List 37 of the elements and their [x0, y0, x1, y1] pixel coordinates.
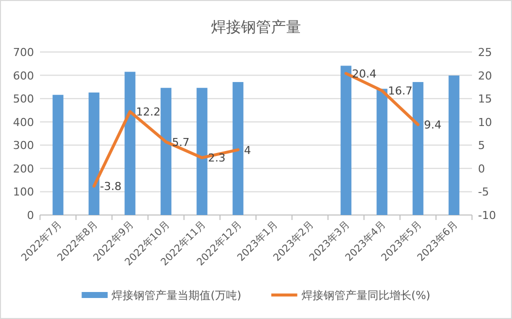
data-label: 12.2: [136, 106, 160, 119]
y-tick-label: 200: [13, 162, 34, 176]
y-tick-label: 700: [13, 46, 34, 59]
y2-tick-label: -10: [478, 209, 496, 222]
y-tick-label: 100: [13, 186, 34, 199]
chart-title: 焊接钢管产量: [211, 18, 301, 36]
bar: [412, 82, 424, 215]
data-label: 5.7: [172, 136, 190, 149]
data-label: 16.7: [388, 84, 412, 98]
data-label: 9.4: [424, 118, 442, 132]
y2-tick-label: 5: [478, 139, 485, 152]
bar: [376, 88, 388, 215]
y-tick-label: 300: [13, 139, 34, 152]
y-tick-label: 0: [27, 209, 34, 222]
y2-tick-label: 20: [478, 69, 492, 82]
y2-tick-label: 10: [478, 116, 492, 129]
data-label: 2.3: [208, 152, 226, 165]
legend-label: 焊接钢管产量同比增长(%): [301, 289, 430, 302]
bar: [232, 82, 244, 215]
bar: [160, 88, 172, 215]
y2-tick-label: 0: [478, 162, 485, 176]
bar: [124, 72, 136, 215]
legend-label: 焊接钢管产量当期值(万吨): [112, 289, 242, 302]
y-tick-label: 600: [13, 69, 34, 82]
y-tick-label: 400: [13, 116, 34, 129]
bar: [196, 88, 208, 215]
y2-tick-label: 25: [478, 46, 492, 59]
bar: [52, 94, 64, 215]
y-tick-label: 500: [13, 92, 34, 106]
y2-tick-label: 15: [478, 92, 492, 106]
data-label: 20.4: [352, 67, 376, 80]
y2-tick-label: -5: [478, 186, 489, 199]
bar: [340, 66, 352, 215]
data-label: 4: [244, 144, 251, 157]
bar: [448, 76, 460, 215]
data-label: -3.8: [100, 180, 122, 194]
bar: [88, 92, 100, 215]
